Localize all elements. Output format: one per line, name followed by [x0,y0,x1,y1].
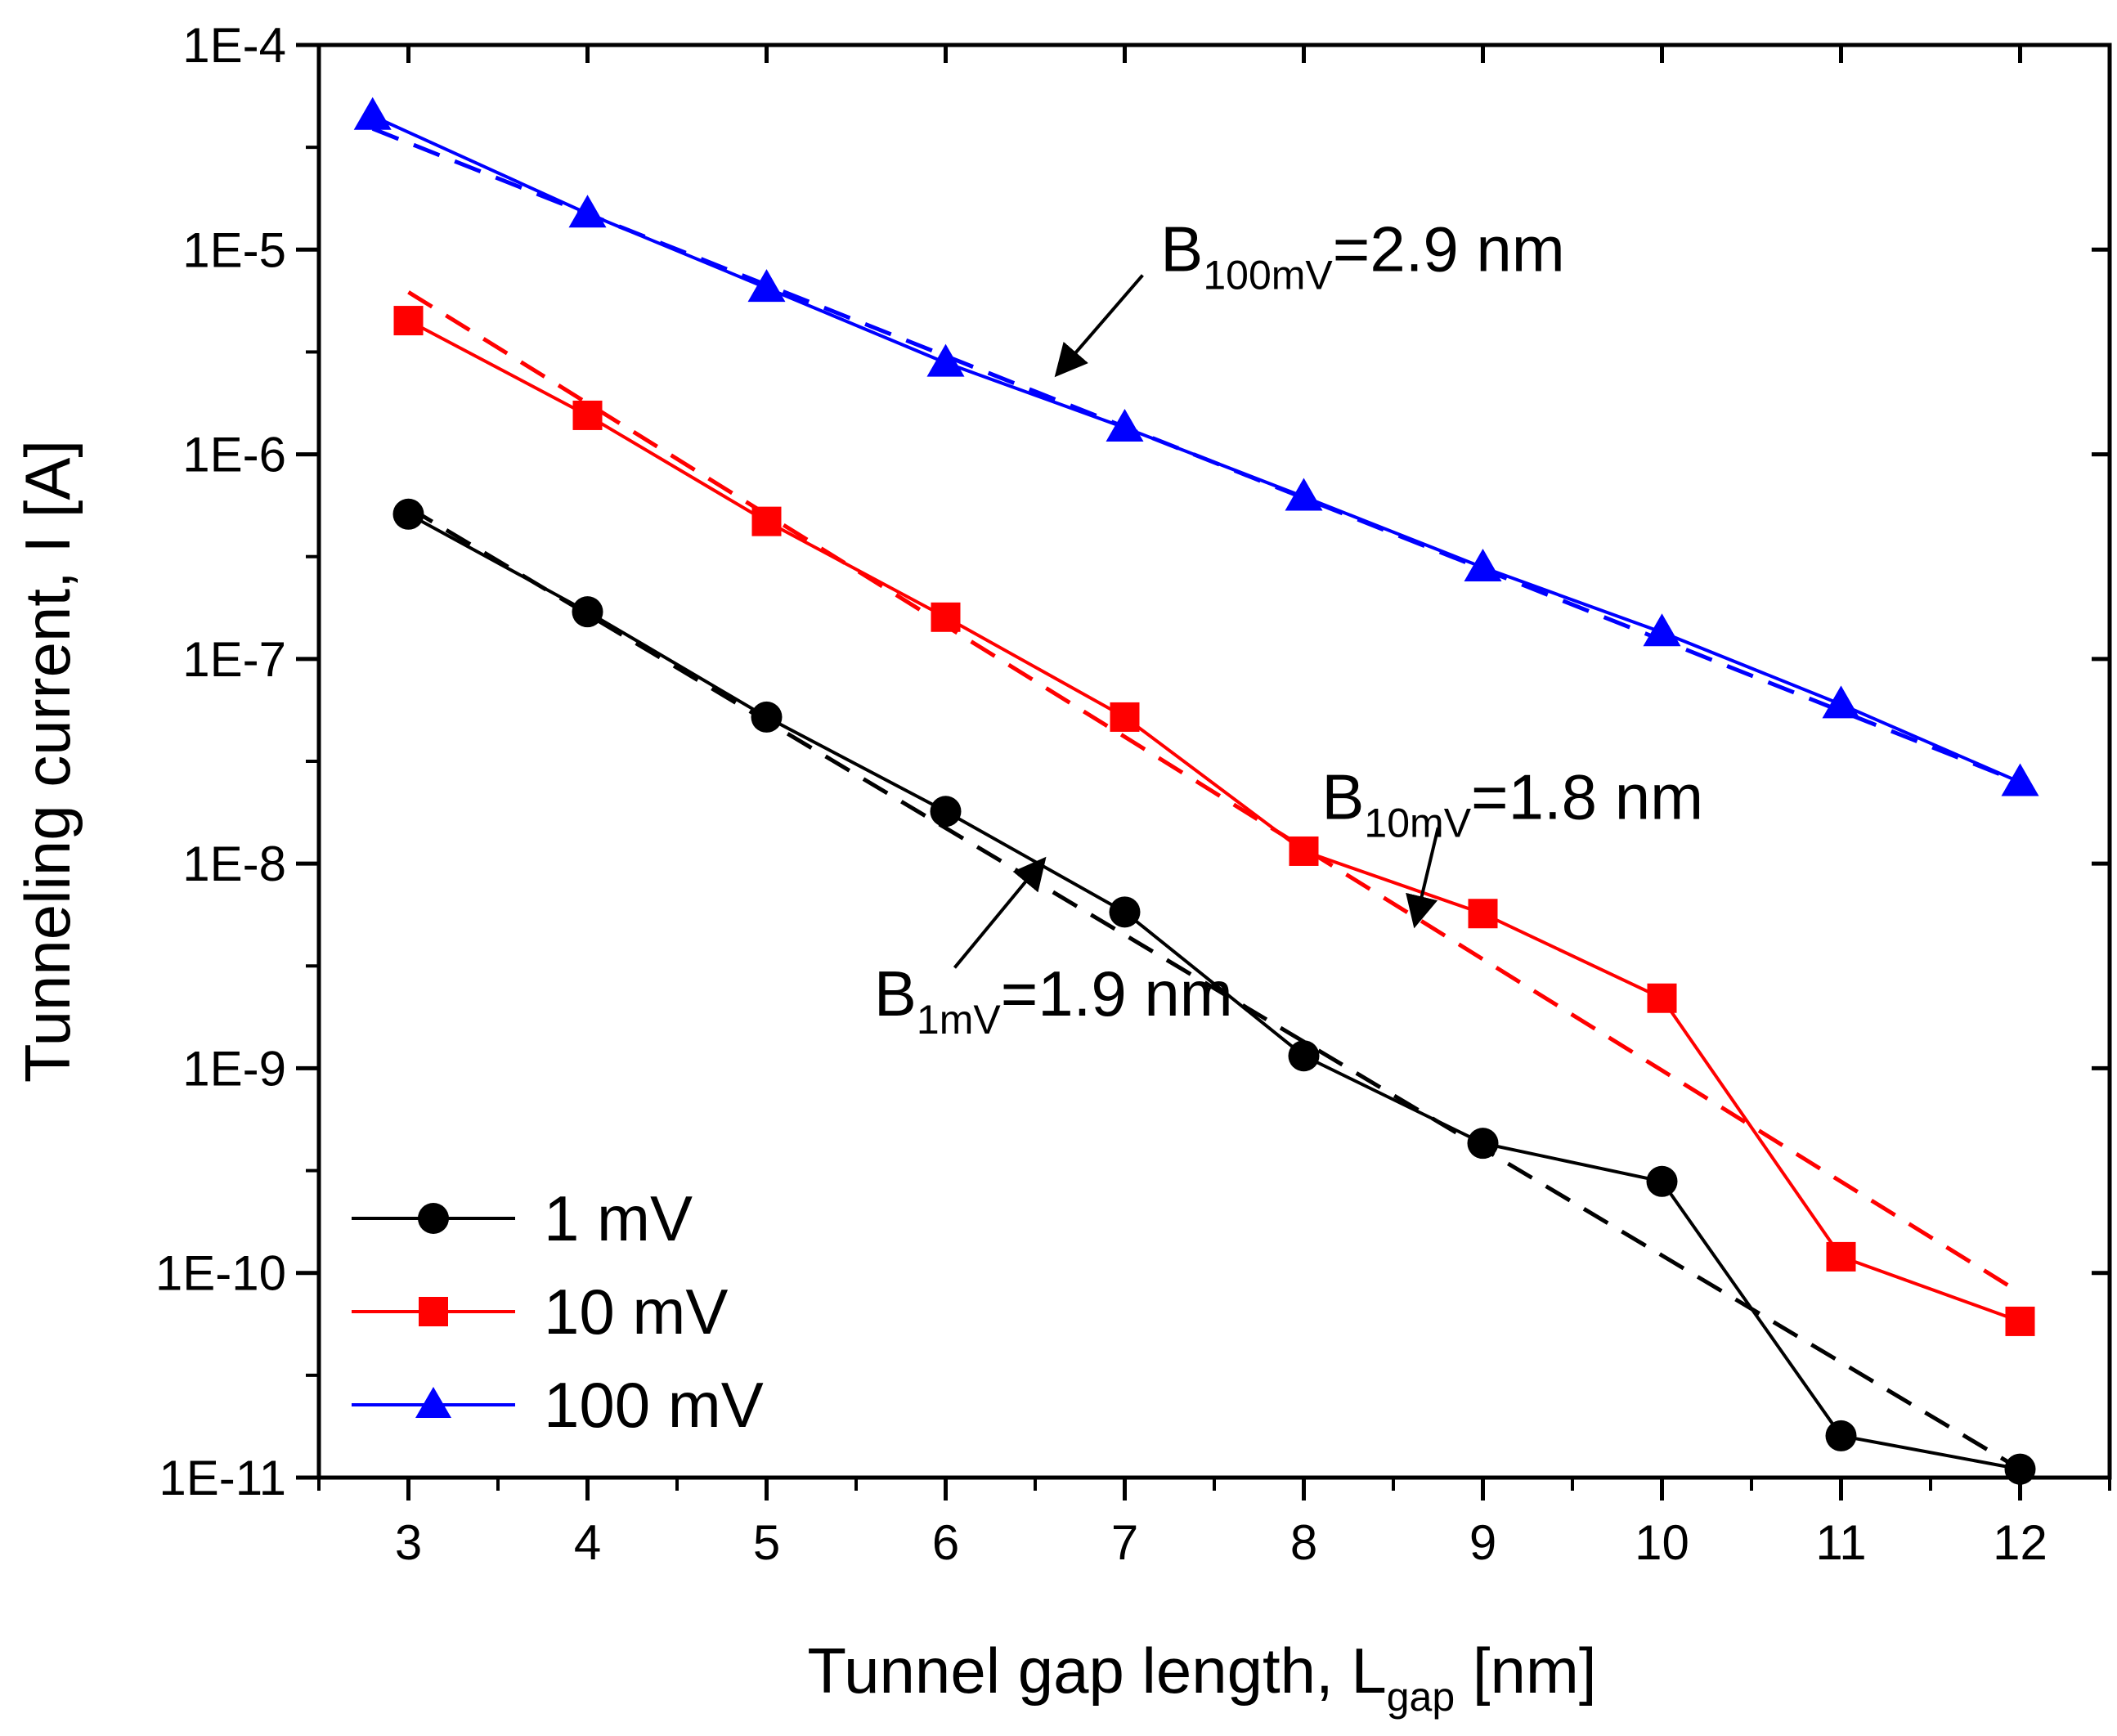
fit-line-10mv [407,290,2021,1295]
data-point-100mv [2001,763,2039,796]
legend-label-100mv: 100 mV [544,1369,764,1441]
x-tick-label: 11 [1815,1515,1866,1570]
annotation-b-10mv-rest: =1.8 nm [1471,760,1703,832]
annotation-b-1mv-sub: 1mV [917,997,1001,1043]
x-axis-title: Tunnel gap length, Lgap [nm] [807,1635,1596,1720]
data-point-1mv [392,498,424,530]
x-tick-label: 12 [1993,1515,2047,1570]
data-point-10mv [572,400,603,430]
y-tick-label: 1E-9 [182,1041,286,1096]
x-axis-title-sub: gap [1387,1674,1455,1720]
legend-entry-100mv: 100 mV [352,1369,764,1441]
data-point-100mv [1464,548,1502,581]
data-point-100mv [568,195,607,228]
data-point-1mv [1109,896,1141,928]
annotation-b-10mv-text: B10mV=1.8 nm [1321,760,1703,846]
annotation-b-1mv-rest: =1.9 nm [1001,958,1233,1029]
data-point-1mv [1288,1040,1320,1072]
annotation-b-100mv-arrow [1054,274,1144,378]
y-axis-title: Tunneling current, I [A] [11,440,83,1083]
data-point-1mv [2004,1453,2036,1485]
legend-marker-10mv [419,1297,448,1326]
data-point-100mv [1106,408,1144,442]
annotation-b-1mv: B1mV=1.9 nm [874,856,1233,1043]
data-point-10mv [751,506,782,536]
x-tick-label: 6 [932,1515,959,1570]
legend-marker-100mv [415,1387,451,1418]
annotation-b-1mv-arrow [953,856,1047,969]
data-point-10mv [931,602,961,632]
data-point-10mv [1110,702,1140,732]
annotation-b-100mv-main: B [1160,213,1203,285]
annotation-b-100mv: B100mV=2.9 nm [1054,213,1565,378]
y-tick-label: 1E-6 [182,428,286,482]
y-tick-label: 1E-5 [182,222,286,277]
annotation-b-100mv-text: B100mV=2.9 nm [1160,213,1564,298]
legend-label-10mv: 10 mV [544,1276,728,1348]
x-tick-labels: 3 4 5 6 7 8 9 10 11 12 [395,1515,2047,1570]
data-point-1mv [930,796,962,828]
data-point-10mv [393,306,424,336]
annotation-b-10mv-arrow [1406,827,1440,929]
x-axis-title-unit: [nm] [1455,1635,1596,1707]
data-point-10mv [1826,1241,1856,1272]
annotation-b-100mv-rest: =2.9 nm [1333,213,1565,285]
data-point-100mv [353,96,392,130]
data-point-10mv [1468,899,1498,929]
annotations: B100mV=2.9 nm B10mV=1.8 nm B1mV=1.9 nm [874,213,1703,1043]
series-lines [371,114,2021,1471]
x-tick-label: 9 [1469,1515,1496,1570]
y-tick-label: 1E-10 [155,1246,286,1301]
data-markers [353,96,2039,1485]
data-point-1mv [751,701,783,733]
legend: 1 mV 10 mV 100 mV [352,1182,764,1441]
y-tick-label: 1E-7 [182,632,286,687]
data-point-1mv [1646,1165,1678,1197]
annotation-b-100mv-sub: 100mV [1203,252,1333,298]
data-point-100mv [1643,613,1681,647]
data-point-1mv [572,596,603,628]
series-line-100mv [371,114,2021,784]
legend-entry-1mv: 1 mV [352,1182,693,1254]
annotation-b-1mv-main: B [874,958,917,1029]
series-line-1mv [407,513,2021,1471]
data-point-1mv [1825,1420,1857,1451]
annotation-b-10mv: B10mV=1.8 nm [1321,760,1703,929]
x-tick-label: 8 [1290,1515,1317,1570]
y-tick-labels: 1E-11 1E-10 1E-9 1E-8 1E-7 1E-6 1E-5 1E-4 [155,18,286,1505]
annotation-b-10mv-main: B [1321,760,1364,832]
x-tick-label: 5 [753,1515,780,1570]
data-point-100mv [1285,478,1323,511]
x-tick-label: 4 [574,1515,601,1570]
annotation-b-1mv-text: B1mV=1.9 nm [874,958,1233,1043]
x-tick-label: 3 [395,1515,422,1570]
data-point-10mv [2005,1306,2035,1336]
x-tick-label: 7 [1111,1515,1138,1570]
data-point-1mv [1467,1128,1499,1160]
y-tick-label: 1E-4 [182,18,286,73]
y-tick-label: 1E-8 [182,837,286,891]
data-point-10mv [1289,836,1319,866]
fit-lines [371,127,2021,1471]
series-line-10mv [407,319,2021,1323]
data-point-100mv [747,269,786,303]
data-point-10mv [1647,983,1677,1013]
data-point-100mv [1822,685,1860,719]
legend-label-1mv: 1 mV [544,1182,693,1254]
annotation-b-10mv-sub: 10mV [1364,800,1471,846]
y-tick-label: 1E-11 [159,1451,286,1505]
axis-ticks [296,43,2111,1500]
data-point-100mv [926,343,965,377]
x-tick-label: 10 [1635,1515,1689,1570]
x-axis-title-main: Tunnel gap length, L [807,1635,1386,1707]
legend-entry-10mv: 10 mV [352,1276,728,1348]
legend-marker-1mv [418,1203,449,1234]
